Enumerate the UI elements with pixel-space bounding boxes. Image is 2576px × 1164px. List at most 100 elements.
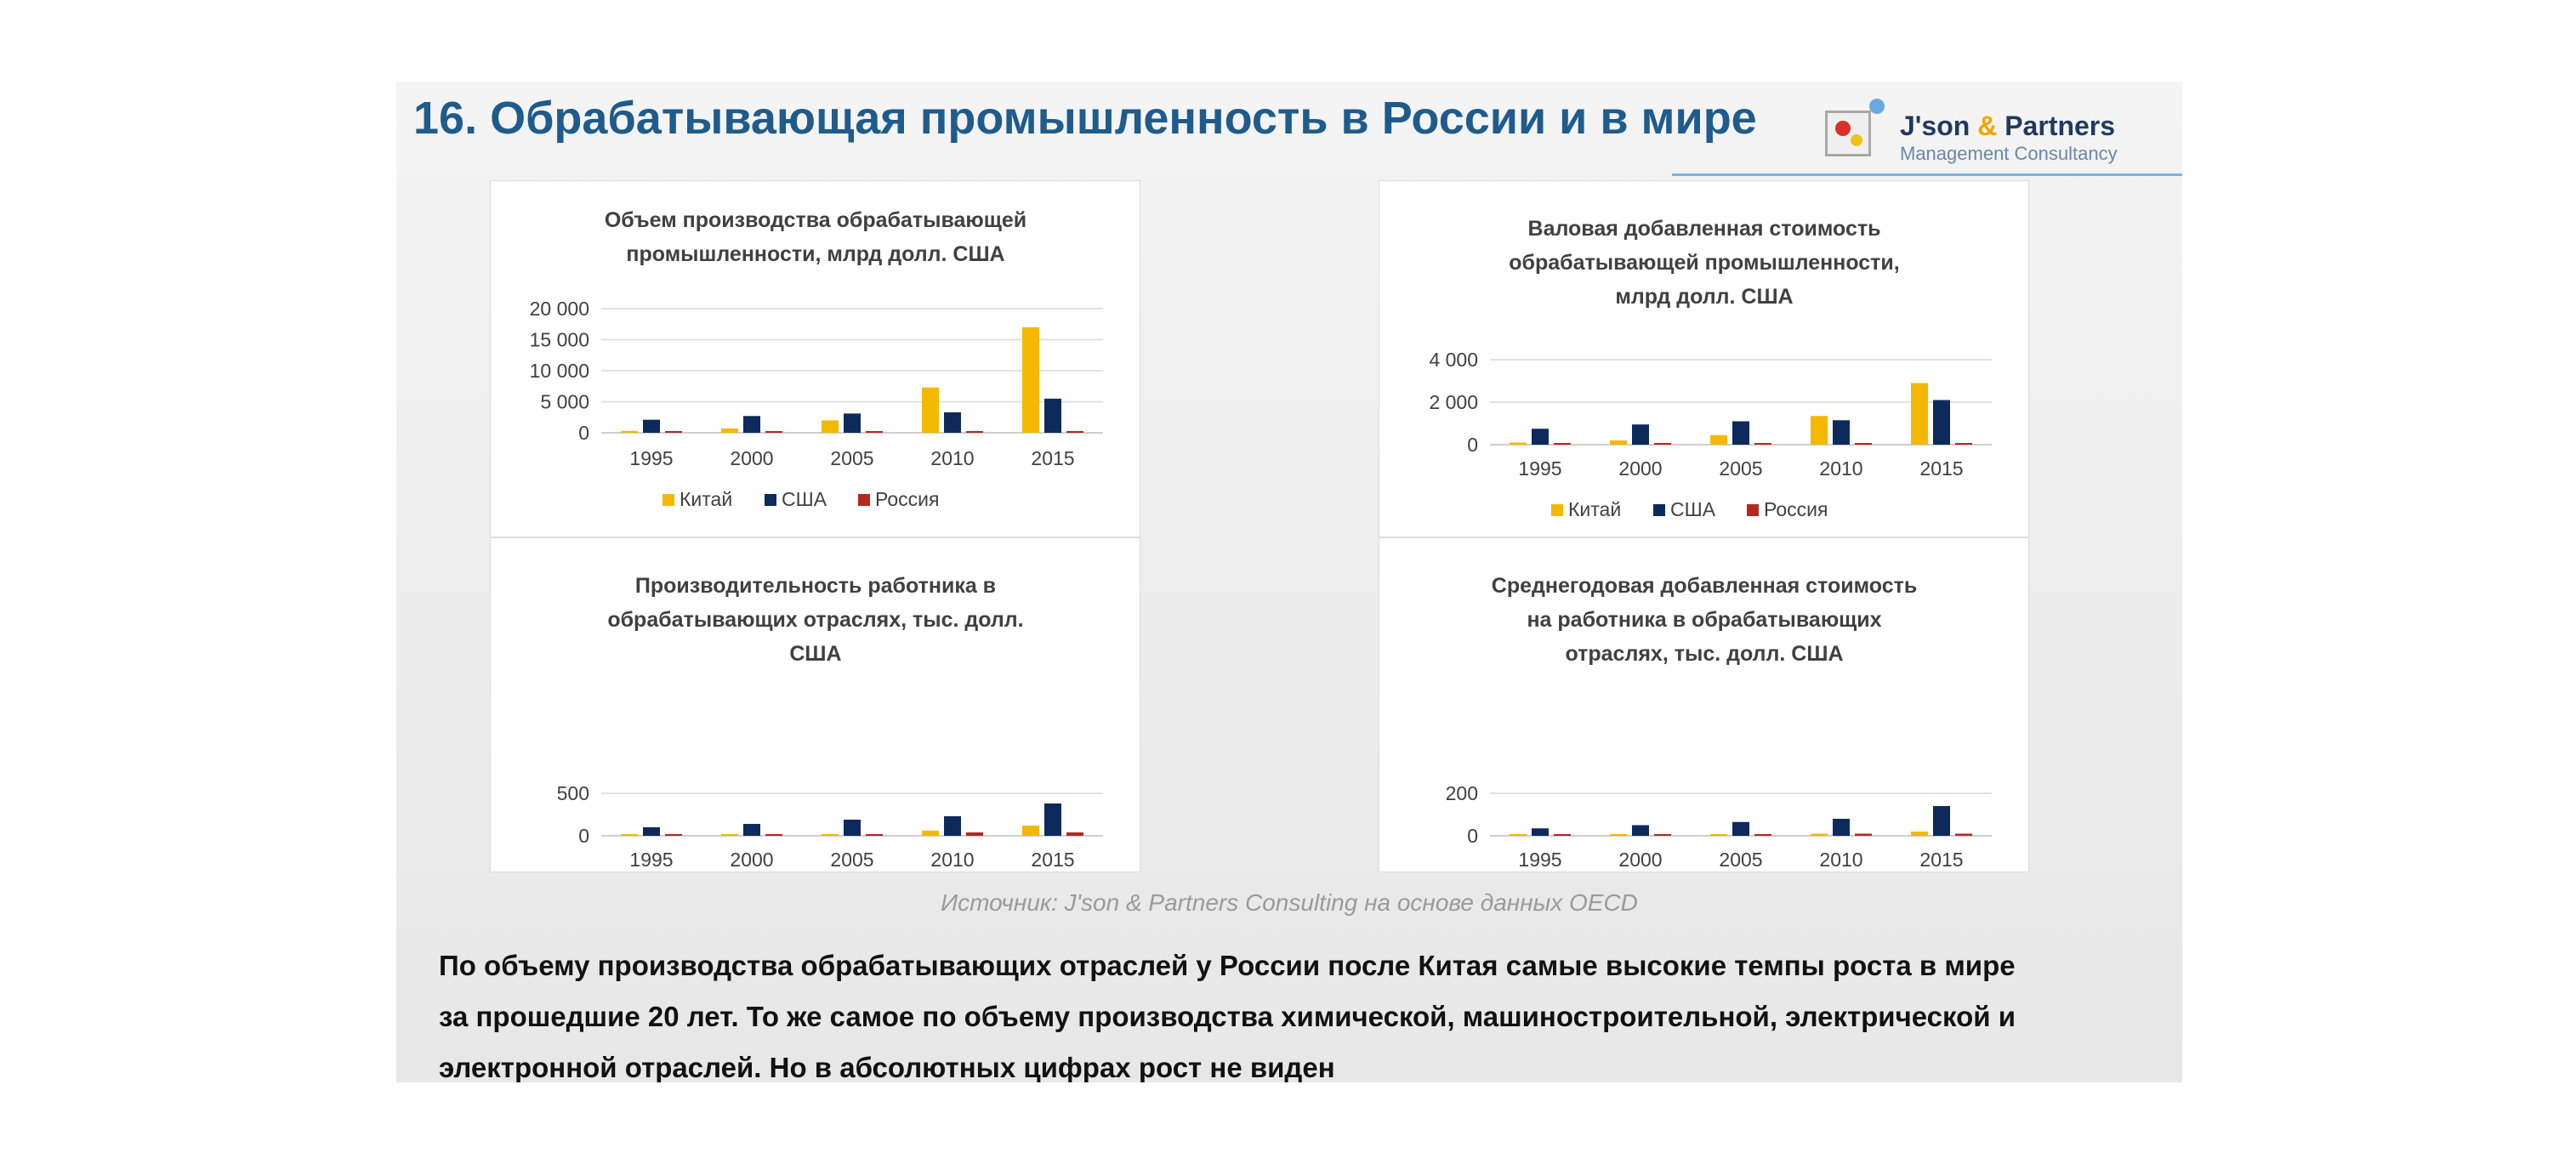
x-tick-label: 2005 — [830, 849, 873, 871]
bar-russia — [1066, 832, 1083, 836]
bar-usa — [1044, 398, 1061, 433]
chart-title-line: Объем производства обрабатывающей — [605, 208, 1026, 232]
legend-swatch-china — [1551, 504, 1563, 516]
summary-line-1: По объему производства обрабатывающих от… — [439, 950, 2016, 981]
bar-usa — [1732, 421, 1749, 445]
chart-title-line: Валовая добавленная стоимость — [1528, 217, 1881, 241]
bar-russia — [1554, 834, 1571, 836]
logo-blue-dot-icon — [1869, 99, 1885, 114]
source-note: Источник: J'son & Partners Consulting на… — [941, 889, 1638, 916]
bar-russia — [1654, 834, 1671, 836]
bar-russia — [1066, 431, 1083, 433]
x-tick-label: 2000 — [730, 447, 773, 469]
bar-russia — [866, 431, 883, 433]
bar-usa — [944, 412, 961, 433]
legend-label-russia: Россия — [875, 488, 939, 510]
legend-swatch-russia — [1747, 504, 1759, 516]
header-divider — [1672, 173, 2182, 176]
bar-russia — [765, 834, 782, 836]
legend-label-usa: США — [782, 488, 827, 510]
slide-title: 16. Обрабатывающая промышленность в Росс… — [413, 93, 1757, 144]
bar-russia — [1855, 833, 1872, 836]
bar-china — [922, 387, 939, 433]
bar-china — [1610, 834, 1627, 836]
y-tick-label: 0 — [1467, 434, 1478, 456]
bar-russia — [765, 431, 782, 433]
chart-title-line: млрд долл. США — [1615, 285, 1793, 309]
bar-usa — [1732, 821, 1749, 836]
legend-label-china: Китай — [680, 488, 732, 510]
logo-name-part1: J'son — [1900, 111, 1978, 141]
x-tick-label: 2010 — [1819, 457, 1862, 480]
bar-russia — [665, 834, 682, 836]
bar-usa — [1833, 819, 1850, 836]
y-tick-label: 20 000 — [530, 298, 589, 320]
logo-square-icon — [1825, 111, 1871, 156]
chart-panel-value-added-per-worker: Среднегодовая добавленная стоимость на ра… — [1379, 537, 2029, 872]
logo-ampersand: & — [1977, 111, 1998, 141]
bar-russia — [1855, 443, 1872, 445]
y-tick-label: 4 000 — [1429, 349, 1478, 371]
y-tick-label: 15 000 — [530, 329, 589, 351]
x-tick-label: 1995 — [629, 447, 673, 469]
chart-title-line: обрабатывающих отраслях, тыс. долл. — [607, 608, 1023, 632]
logo-company-name: J'son & Partners — [1900, 111, 2115, 142]
bar-russia — [966, 832, 983, 836]
x-tick-label: 2015 — [1919, 849, 1963, 871]
bar-china — [1811, 416, 1828, 445]
x-tick-label: 2000 — [1618, 457, 1662, 480]
logo-name-part2: Partners — [1997, 111, 2116, 141]
legend-label-russia: Россия — [1764, 498, 1828, 520]
x-tick-label: 2015 — [1031, 849, 1074, 871]
bar-usa — [1933, 400, 1950, 445]
bar-usa — [1833, 420, 1850, 445]
bar-china — [822, 834, 839, 836]
legend-swatch-usa — [1653, 504, 1665, 516]
company-logo: J'son & Partners Management Consultancy — [1825, 90, 2165, 175]
chart-panel-production-volume: Объем производства обрабатывающей промышл… — [490, 180, 1140, 537]
bar-usa — [1532, 429, 1549, 445]
bar-russia — [1754, 443, 1771, 445]
bar-china — [1710, 834, 1727, 836]
bar-russia — [1754, 834, 1771, 836]
chart-title-line: Среднегодовая добавленная стоимость — [1492, 574, 1917, 598]
chart-title-line: обрабатывающей промышленности, — [1509, 251, 1900, 275]
legend-swatch-russia — [858, 494, 870, 506]
x-tick-label: 2010 — [930, 849, 974, 871]
bar-china — [1911, 383, 1928, 445]
bar-usa — [1044, 803, 1061, 836]
bar-usa — [1532, 828, 1549, 836]
bar-russia — [866, 834, 883, 836]
bar-usa — [643, 827, 660, 836]
chart-title-line: на работника в обрабатывающих — [1527, 608, 1881, 632]
bar-russia — [966, 431, 983, 433]
bar-russia — [1955, 833, 1972, 836]
y-tick-label: 5 000 — [540, 391, 589, 413]
x-tick-label: 2010 — [1819, 849, 1862, 871]
chart-gross-value-added: Валовая добавленная стоимость обрабатываю… — [1429, 217, 1992, 520]
bar-russia — [1654, 443, 1671, 445]
logo-yellow-dot-icon — [1851, 134, 1862, 146]
bar-russia — [1554, 443, 1571, 445]
bar-china — [1811, 833, 1828, 836]
y-tick-label: 0 — [1467, 825, 1478, 847]
x-tick-label: 2005 — [830, 447, 873, 469]
bar-china — [822, 420, 839, 433]
logo-subtitle: Management Consultancy — [1900, 143, 2118, 164]
bar-usa — [1632, 424, 1649, 445]
bar-china — [1510, 442, 1527, 445]
bar-russia — [665, 431, 682, 433]
slide: 16. Обрабатывающая промышленность в Росс… — [396, 82, 2182, 1082]
bar-usa — [844, 413, 861, 433]
x-tick-label: 1995 — [1518, 849, 1561, 871]
chart-value-added-per-worker: Среднегодовая добавленная стоимость на ра… — [1446, 574, 1992, 871]
x-tick-label: 2015 — [1031, 447, 1074, 469]
summary-line-2: за прошедшие 20 лет. То же самое по объе… — [439, 1001, 2016, 1032]
summary-line-3: электронной отраслей. Но в абсолютных ци… — [439, 1052, 1335, 1082]
y-tick-label: 0 — [578, 825, 589, 847]
chart-panel-worker-productivity: Производительность работника в обрабатыва… — [490, 537, 1140, 872]
bar-china — [1022, 826, 1039, 836]
bar-usa — [1632, 825, 1649, 836]
bar-china — [721, 428, 738, 433]
y-tick-label: 200 — [1446, 782, 1478, 804]
